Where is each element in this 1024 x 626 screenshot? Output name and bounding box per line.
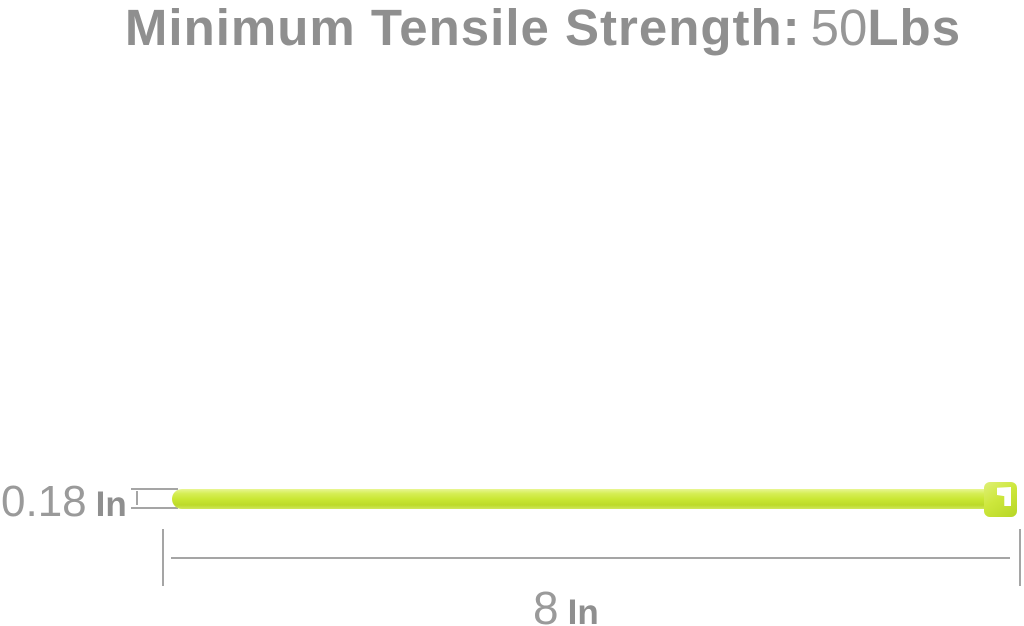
- cable-tie-head: [984, 482, 1017, 517]
- length-extension-line-right: [1019, 529, 1021, 586]
- length-dimension-line: [171, 557, 1010, 559]
- tensile-strength-unit: Lbs: [867, 0, 962, 56]
- length-dimension-unit: In: [567, 593, 599, 626]
- length-dimension-value: 8: [533, 582, 559, 626]
- length-extension-line-left: [162, 529, 164, 586]
- width-dimension-tick: [136, 491, 138, 505]
- tensile-strength-title: Minimum Tensile Strength: 50Lbs: [31, 1, 1024, 55]
- width-dimension-unit: In: [95, 485, 127, 524]
- width-extension-line-bottom: [131, 507, 178, 509]
- width-dimension-value: 0.18: [1, 477, 87, 526]
- tensile-strength-label: Minimum Tensile Strength:: [124, 0, 801, 56]
- tensile-strength-value: 50: [810, 0, 868, 56]
- cable-tie-strap: [172, 489, 992, 509]
- width-extension-line-top: [131, 488, 178, 490]
- cable-tie-head-slot: [997, 487, 1011, 506]
- length-dimension-label: 8 In: [533, 585, 599, 626]
- width-dimension-label: 0.18 In: [1, 480, 127, 524]
